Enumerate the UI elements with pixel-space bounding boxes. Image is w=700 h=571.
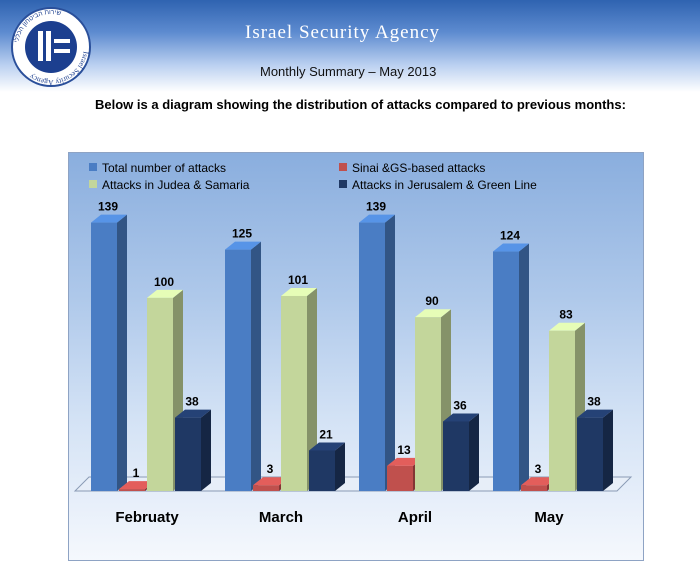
legend-item-total: Total number of attacks [89, 160, 227, 175]
bar-may-attacks-in-jerusalem-green-line-top [577, 409, 613, 418]
intro-text: Below is a diagram showing the distribut… [95, 97, 626, 112]
bar-april-sinai-gs-based-attacks-top [387, 457, 423, 466]
legend-label-judea-samaria: Attacks in Judea & Samaria [102, 177, 250, 192]
bar-may-attacks-in-jerusalem-green-line-side [603, 409, 613, 491]
bar-april-total-number-of-attacks-side [385, 214, 395, 491]
data-label-april-sinai-gs-based-attacks: 13 [397, 443, 411, 457]
data-label-march-attacks-in-judea-samaria: 101 [288, 273, 308, 287]
bar-februaty-attacks-in-jerusalem-green-line-top [175, 409, 211, 418]
data-label-april-total-number-of-attacks: 139 [366, 200, 386, 214]
bar-februaty-total-number-of-attacks [91, 222, 117, 491]
data-label-may-attacks-in-jerusalem-green-line: 38 [587, 395, 601, 409]
bar-februaty-attacks-in-judea-samaria-top [147, 289, 183, 298]
data-label-februaty-sinai-gs-based-attacks: 1 [133, 466, 140, 480]
data-label-may-total-number-of-attacks: 124 [500, 229, 520, 243]
bar-march-total-number-of-attacks-side [251, 241, 261, 491]
legend-label-total: Total number of attacks [102, 160, 227, 175]
bar-may-total-number-of-attacks-top [493, 243, 529, 252]
bar-march-attacks-in-jerusalem-green-line [309, 450, 335, 491]
legend-item-jerusalem: Attacks in Jerusalem & Green Line [339, 177, 537, 192]
legend-label-sinai: Sinai &GS-based attacks [352, 160, 486, 175]
bar-may-attacks-in-judea-samaria [549, 330, 575, 491]
bar-april-attacks-in-jerusalem-green-line [443, 421, 469, 491]
bar-march-attacks-in-judea-samaria-side [307, 287, 317, 491]
summary-subtitle: Monthly Summary – May 2013 [260, 64, 437, 79]
category-label-may: May [534, 509, 564, 526]
bar-march-attacks-in-judea-samaria-top [281, 287, 317, 296]
data-label-april-attacks-in-judea-samaria: 90 [425, 294, 439, 308]
bar-march-total-number-of-attacks [225, 249, 251, 491]
bar-may-sinai-gs-based-attacks-top [521, 477, 557, 486]
bar-februaty-attacks-in-jerusalem-green-line-side [201, 409, 211, 491]
data-label-march-total-number-of-attacks: 125 [232, 227, 252, 241]
bar-may-sinai-gs-based-attacks [521, 485, 547, 491]
category-label-march: March [259, 509, 303, 526]
bar-april-sinai-gs-based-attacks [387, 465, 413, 491]
bar-februaty-sinai-gs-based-attacks-top [119, 481, 155, 490]
data-label-march-attacks-in-jerusalem-green-line: 21 [319, 427, 333, 441]
bar-april-attacks-in-jerusalem-green-line-side [469, 413, 479, 491]
bar-april-attacks-in-jerusalem-green-line-top [443, 413, 479, 422]
bar-may-attacks-in-judea-samaria-top [549, 322, 585, 331]
bar-may-attacks-in-jerusalem-green-line [577, 417, 603, 491]
legend-swatch-judea-samaria [89, 179, 97, 188]
legend-label-jerusalem: Attacks in Jerusalem & Green Line [352, 177, 537, 192]
bar-februaty-total-number-of-attacks-top [91, 214, 127, 223]
bar-may-total-number-of-attacks [493, 251, 519, 491]
bar-may-total-number-of-attacks-side [519, 243, 529, 491]
legend-swatch-sinai [339, 162, 347, 171]
bar-februaty-attacks-in-judea-samaria [147, 297, 173, 491]
data-label-may-sinai-gs-based-attacks: 3 [535, 462, 542, 476]
bar-april-total-number-of-attacks [359, 222, 385, 491]
data-label-april-attacks-in-jerusalem-green-line: 36 [453, 398, 467, 412]
data-label-may-attacks-in-judea-samaria: 83 [559, 308, 573, 322]
bar-march-total-number-of-attacks-top [225, 241, 261, 250]
bar-march-attacks-in-jerusalem-green-line-top [309, 442, 345, 451]
bar-march-sinai-gs-based-attacks-top [253, 477, 289, 486]
chart-frame: Total number of attacks Sinai &GS-based … [68, 152, 644, 561]
legend-swatch-total [89, 162, 97, 171]
data-label-februaty-total-number-of-attacks: 139 [98, 200, 118, 214]
isa-logo-icon: Israel Security Agency שירות הביטחון הכל… [11, 7, 91, 87]
bar-februaty-sinai-gs-based-attacks [119, 489, 145, 491]
agency-title: Israel Security Agency [245, 22, 441, 43]
bar-februaty-attacks-in-jerusalem-green-line [175, 417, 201, 491]
bar-march-attacks-in-judea-samaria [281, 295, 307, 491]
category-label-april: April [398, 509, 432, 526]
legend-swatch-jerusalem [339, 179, 347, 188]
legend-item-judea-samaria: Attacks in Judea & Samaria [89, 177, 250, 192]
data-label-februaty-attacks-in-judea-samaria: 100 [154, 275, 174, 289]
data-label-februaty-attacks-in-jerusalem-green-line: 38 [185, 395, 199, 409]
bar-februaty-total-number-of-attacks-side [117, 214, 127, 491]
bar-april-total-number-of-attacks-top [359, 214, 395, 223]
bar-march-sinai-gs-based-attacks [253, 485, 279, 491]
bar-april-attacks-in-judea-samaria [415, 317, 441, 491]
bar-april-attacks-in-judea-samaria-top [415, 309, 451, 318]
legend-item-sinai: Sinai &GS-based attacks [339, 160, 486, 175]
attacks-bar-chart: 139 1 100 38 Februaty 125 3 101 21 March 139 13 90 36… [73, 200, 633, 526]
data-label-march-sinai-gs-based-attacks: 3 [267, 462, 274, 476]
header-banner: Israel Security Agency שירות הביטחון הכל… [0, 0, 700, 92]
bar-march-attacks-in-jerusalem-green-line-side [335, 442, 345, 491]
category-label-februaty: Februaty [115, 509, 179, 526]
